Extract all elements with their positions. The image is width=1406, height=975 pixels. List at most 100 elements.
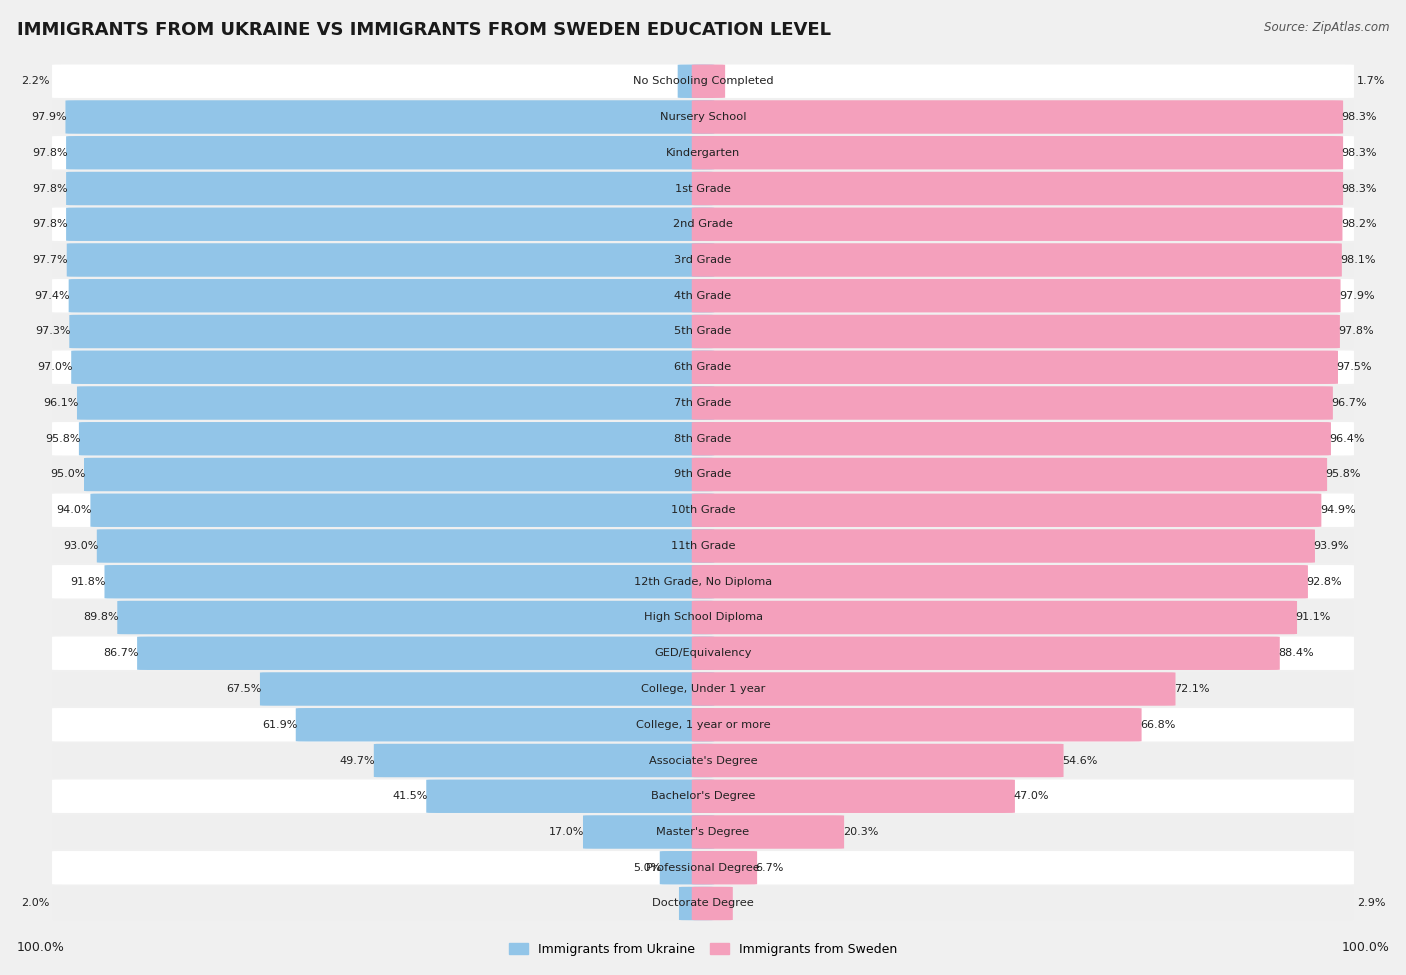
Legend: Immigrants from Ukraine, Immigrants from Sweden: Immigrants from Ukraine, Immigrants from…	[505, 938, 901, 961]
FancyBboxPatch shape	[295, 708, 714, 741]
Text: 47.0%: 47.0%	[1014, 792, 1049, 801]
Text: 96.1%: 96.1%	[44, 398, 79, 408]
Text: 97.8%: 97.8%	[32, 148, 67, 158]
Text: No Schooling Completed: No Schooling Completed	[633, 76, 773, 86]
Text: Doctorate Degree: Doctorate Degree	[652, 899, 754, 909]
Text: Professional Degree: Professional Degree	[647, 863, 759, 873]
FancyBboxPatch shape	[583, 815, 714, 848]
Text: 17.0%: 17.0%	[548, 827, 585, 837]
FancyBboxPatch shape	[692, 887, 733, 920]
Text: 1.7%: 1.7%	[1357, 76, 1385, 86]
Text: 72.1%: 72.1%	[1174, 684, 1209, 694]
FancyBboxPatch shape	[77, 386, 714, 419]
Text: 88.4%: 88.4%	[1278, 648, 1315, 658]
FancyBboxPatch shape	[72, 351, 714, 384]
FancyBboxPatch shape	[52, 100, 1354, 134]
Text: 89.8%: 89.8%	[83, 612, 118, 622]
FancyBboxPatch shape	[692, 351, 1339, 384]
Text: 95.8%: 95.8%	[45, 434, 80, 444]
Text: 97.0%: 97.0%	[37, 363, 73, 372]
Text: 96.7%: 96.7%	[1331, 398, 1367, 408]
FancyBboxPatch shape	[138, 637, 714, 670]
Text: 54.6%: 54.6%	[1062, 756, 1098, 765]
Text: IMMIGRANTS FROM UKRAINE VS IMMIGRANTS FROM SWEDEN EDUCATION LEVEL: IMMIGRANTS FROM UKRAINE VS IMMIGRANTS FR…	[17, 21, 831, 39]
Text: 97.8%: 97.8%	[32, 183, 67, 193]
Text: High School Diploma: High School Diploma	[644, 612, 762, 622]
Text: 97.9%: 97.9%	[1339, 291, 1375, 300]
Text: 7th Grade: 7th Grade	[675, 398, 731, 408]
Text: 3rd Grade: 3rd Grade	[675, 255, 731, 265]
FancyBboxPatch shape	[692, 172, 1343, 205]
Text: 5.0%: 5.0%	[633, 863, 661, 873]
FancyBboxPatch shape	[52, 244, 1354, 277]
Text: 86.7%: 86.7%	[103, 648, 139, 658]
Text: Source: ZipAtlas.com: Source: ZipAtlas.com	[1264, 21, 1389, 34]
Text: 41.5%: 41.5%	[392, 792, 427, 801]
Text: 98.2%: 98.2%	[1341, 219, 1376, 229]
FancyBboxPatch shape	[692, 422, 1331, 455]
FancyBboxPatch shape	[692, 244, 1341, 277]
Text: 98.1%: 98.1%	[1340, 255, 1376, 265]
FancyBboxPatch shape	[66, 136, 714, 170]
FancyBboxPatch shape	[659, 851, 714, 884]
FancyBboxPatch shape	[692, 566, 1308, 599]
FancyBboxPatch shape	[52, 458, 1354, 491]
FancyBboxPatch shape	[426, 780, 714, 813]
FancyBboxPatch shape	[52, 744, 1354, 777]
Text: College, Under 1 year: College, Under 1 year	[641, 684, 765, 694]
FancyBboxPatch shape	[52, 208, 1354, 241]
Text: 2.9%: 2.9%	[1357, 899, 1385, 909]
Text: 2nd Grade: 2nd Grade	[673, 219, 733, 229]
Text: 94.9%: 94.9%	[1320, 505, 1355, 515]
Text: 92.8%: 92.8%	[1306, 577, 1343, 587]
FancyBboxPatch shape	[66, 208, 714, 241]
FancyBboxPatch shape	[79, 422, 714, 455]
Text: 10th Grade: 10th Grade	[671, 505, 735, 515]
FancyBboxPatch shape	[69, 279, 714, 312]
Text: 9th Grade: 9th Grade	[675, 470, 731, 480]
FancyBboxPatch shape	[52, 673, 1354, 706]
FancyBboxPatch shape	[117, 601, 714, 634]
Text: 8th Grade: 8th Grade	[675, 434, 731, 444]
Text: 95.0%: 95.0%	[51, 470, 86, 480]
FancyBboxPatch shape	[678, 64, 714, 98]
Text: 67.5%: 67.5%	[226, 684, 262, 694]
FancyBboxPatch shape	[52, 422, 1354, 455]
FancyBboxPatch shape	[52, 136, 1354, 170]
FancyBboxPatch shape	[104, 566, 714, 599]
FancyBboxPatch shape	[679, 887, 714, 920]
Text: 5th Grade: 5th Grade	[675, 327, 731, 336]
Text: 61.9%: 61.9%	[262, 720, 297, 729]
Text: 2.0%: 2.0%	[21, 899, 49, 909]
Text: 97.8%: 97.8%	[1339, 327, 1374, 336]
Text: 91.1%: 91.1%	[1296, 612, 1331, 622]
FancyBboxPatch shape	[66, 244, 714, 277]
FancyBboxPatch shape	[374, 744, 714, 777]
Text: 91.8%: 91.8%	[70, 577, 105, 587]
Text: 94.0%: 94.0%	[56, 505, 91, 515]
FancyBboxPatch shape	[84, 458, 714, 491]
FancyBboxPatch shape	[260, 673, 714, 706]
FancyBboxPatch shape	[692, 529, 1315, 563]
FancyBboxPatch shape	[97, 529, 714, 563]
FancyBboxPatch shape	[52, 708, 1354, 741]
Text: 100.0%: 100.0%	[17, 941, 65, 955]
FancyBboxPatch shape	[692, 601, 1298, 634]
FancyBboxPatch shape	[692, 64, 725, 98]
FancyBboxPatch shape	[692, 493, 1322, 526]
Text: 97.3%: 97.3%	[35, 327, 70, 336]
FancyBboxPatch shape	[52, 279, 1354, 312]
FancyBboxPatch shape	[52, 351, 1354, 384]
FancyBboxPatch shape	[90, 493, 714, 526]
FancyBboxPatch shape	[692, 673, 1175, 706]
Text: 98.3%: 98.3%	[1341, 148, 1378, 158]
FancyBboxPatch shape	[69, 315, 714, 348]
Text: 93.0%: 93.0%	[63, 541, 98, 551]
Text: Kindergarten: Kindergarten	[666, 148, 740, 158]
Text: 100.0%: 100.0%	[1341, 941, 1389, 955]
FancyBboxPatch shape	[692, 637, 1279, 670]
Text: GED/Equivalency: GED/Equivalency	[654, 648, 752, 658]
Text: 49.7%: 49.7%	[340, 756, 375, 765]
Text: 11th Grade: 11th Grade	[671, 541, 735, 551]
Text: Bachelor's Degree: Bachelor's Degree	[651, 792, 755, 801]
